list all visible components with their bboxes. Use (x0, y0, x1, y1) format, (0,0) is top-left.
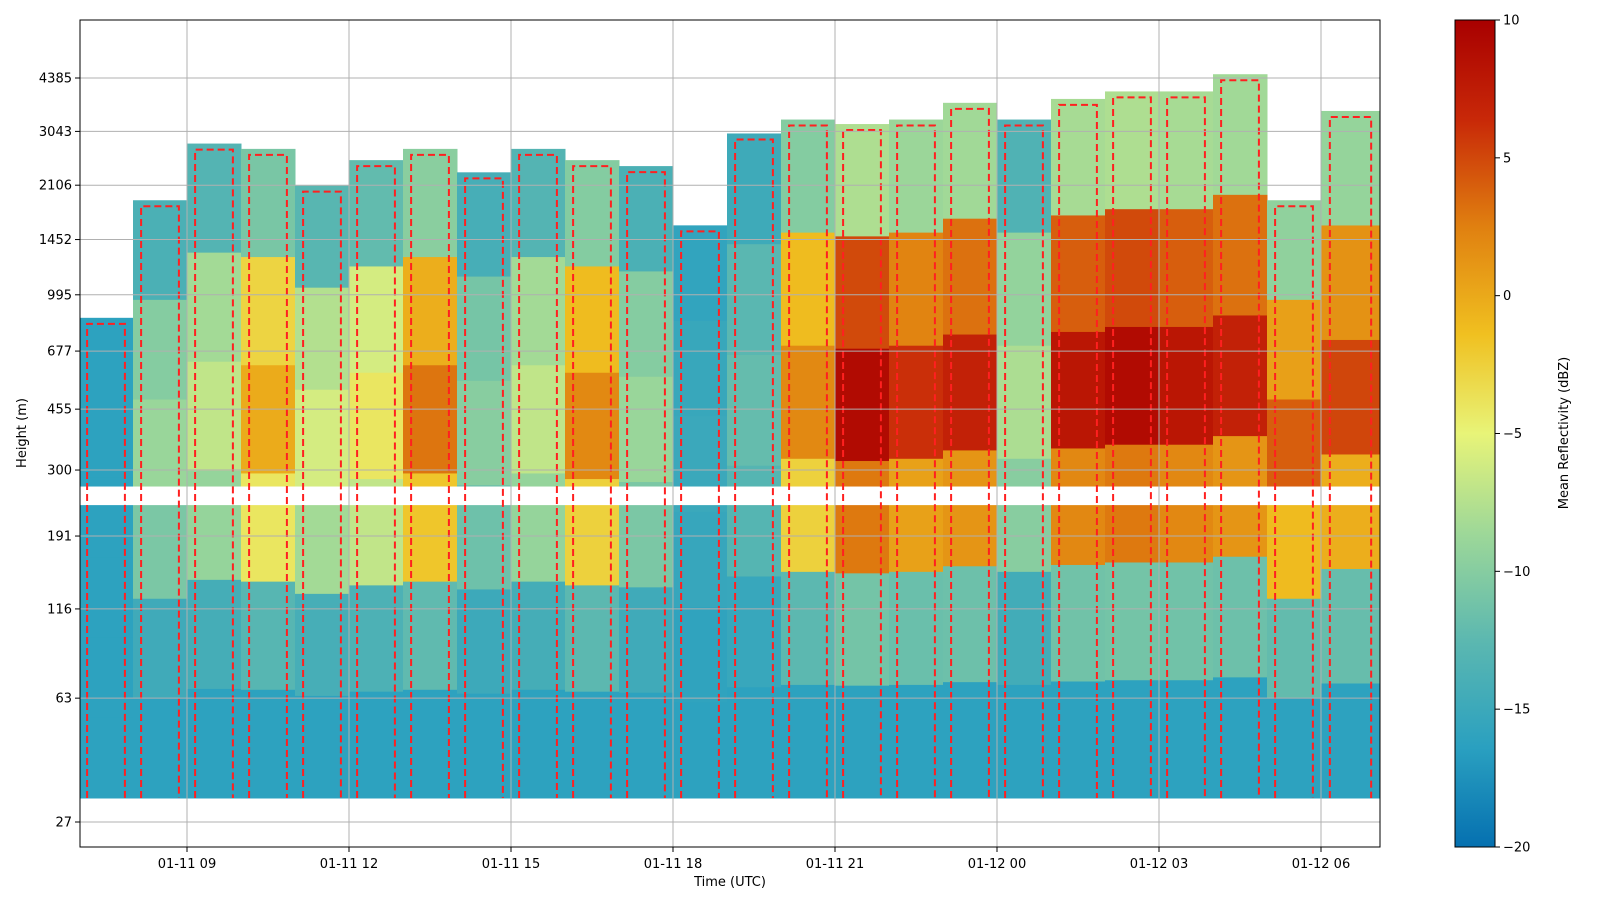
x-tick-label: 01-11 21 (806, 857, 864, 872)
contour-line (302, 190, 342, 798)
contour-line (140, 205, 180, 798)
contour-line (248, 153, 288, 798)
colorbar-ticks: 10 5 0 −5 −10 −15 −20 (1495, 14, 1530, 856)
y-tick-label: 63 (55, 692, 72, 707)
y-axis-ticks: 27 63 116 191 300 455 677 995 1452 2106 3043 4385 (39, 72, 80, 831)
y-tick-label: 191 (47, 530, 72, 545)
x-tick-label: 01-11 15 (482, 857, 540, 872)
x-axis-label: Time (UTC) (693, 875, 766, 890)
colorbar-scale (1454, 19, 1496, 848)
contour-line (1058, 103, 1098, 798)
y-tick-label: 4385 (39, 72, 72, 87)
colorbar-tick-label: −10 (1503, 565, 1530, 580)
contour-line (356, 165, 396, 798)
grid-lines (80, 20, 1380, 847)
contour-line (842, 129, 882, 798)
colorbar-tick-label: 0 (1503, 289, 1511, 304)
plot-frame (79, 19, 1381, 848)
contour-line (194, 148, 234, 798)
y-tick-label: 455 (47, 403, 72, 418)
colorbar-tick-label: 10 (1503, 14, 1520, 29)
x-tick-label: 01-12 00 (968, 857, 1026, 872)
x-tick-label: 01-11 18 (644, 857, 702, 872)
contour-line (1274, 205, 1314, 798)
colorbar-tick-label: −20 (1503, 841, 1530, 856)
y-axis-label: Height (m) (15, 398, 30, 468)
contour-line (1328, 115, 1373, 798)
contour-line (950, 107, 990, 798)
contour-line (410, 153, 450, 798)
x-axis-ticks: 01-11 09 01-11 12 01-11 15 01-11 18 01-11 21… (158, 847, 1350, 872)
reflectivity-contours (86, 79, 1373, 798)
contour-line (518, 153, 558, 798)
contour-line (1004, 124, 1044, 798)
contour-line (896, 124, 936, 798)
y-tick-label: 1452 (39, 233, 72, 248)
contour-line (1220, 79, 1260, 798)
colorbar-label: Mean Reflectivity (dBZ) (1557, 357, 1572, 510)
y-tick-label: 3043 (39, 125, 72, 140)
contour-line (1166, 96, 1206, 798)
colorbar-tick-label: −5 (1503, 427, 1522, 442)
y-tick-label: 677 (47, 345, 72, 360)
x-tick-label: 01-11 09 (158, 857, 216, 872)
reflectivity-heatmap (80, 74, 1380, 799)
data-gap-band (80, 486, 1380, 506)
contour-line (1112, 96, 1152, 798)
x-tick-label: 01-11 12 (320, 857, 378, 872)
y-tick-label: 300 (47, 464, 72, 479)
contour-line (464, 177, 504, 798)
colorbar-tick-label: −15 (1503, 703, 1530, 718)
contour-line (788, 124, 828, 798)
y-tick-label: 995 (47, 288, 72, 303)
colorbar-tick-label: 5 (1503, 151, 1511, 166)
y-tick-label: 27 (55, 816, 72, 831)
colorbar: 10 5 0 −5 −10 −15 −20 Mean Reflectivity (dBZ) (1454, 14, 1572, 856)
contour-line (626, 171, 666, 798)
contour-line (680, 230, 720, 798)
y-tick-label: 2106 (39, 179, 72, 194)
contour-line (734, 138, 774, 798)
x-tick-label: 01-12 06 (1292, 857, 1350, 872)
contour-line (86, 322, 126, 798)
x-tick-label: 01-12 03 (1130, 857, 1188, 872)
y-tick-label: 116 (47, 602, 72, 617)
contour-line (572, 165, 612, 798)
